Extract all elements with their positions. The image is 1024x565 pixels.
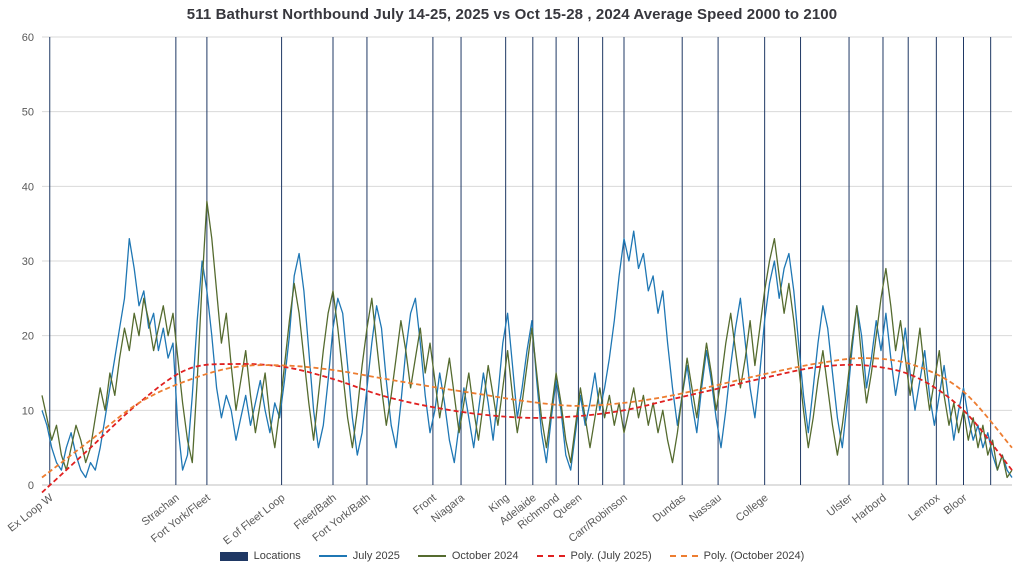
legend-label: October 2024: [451, 550, 519, 562]
y-tick-label-50: 50: [22, 107, 34, 119]
x-label-bloor: Bloor: [942, 492, 970, 517]
legend-label: Poly. (October 2024): [703, 550, 805, 562]
legend-item-july-2025: July 2025: [318, 550, 400, 562]
y-tick-label-10: 10: [22, 405, 34, 417]
y-tick-labels: 0 10 20 30 40 50 60: [22, 32, 34, 492]
y-tick-label-0: 0: [28, 480, 34, 492]
chart-legend: Locations July 2025 October 2024 Poly. (Jul…: [0, 550, 1024, 562]
legend-swatch-dash: [536, 555, 565, 557]
chart-title: 511 Bathurst Northbound July 14-25, 2025…: [186, 6, 838, 23]
legend-swatch-line: [417, 555, 446, 557]
legend-label: Locations: [253, 550, 301, 562]
x-label-harbord: Harbord: [850, 492, 889, 526]
legend-swatch-box: [219, 551, 248, 561]
x-label-college: College: [734, 492, 771, 524]
x-label-nassau: Nassau: [687, 492, 724, 524]
trendline-poly-july-2025-: [41, 363, 1013, 494]
legend-item-october-2024: October 2024: [417, 550, 519, 562]
trendline-poly-october-2024-: [41, 357, 1013, 479]
y-gridlines: [42, 36, 1012, 486]
location-lines: [49, 37, 992, 485]
legend-item-poly-october-2024: Poly. (October 2024): [669, 550, 805, 562]
x-label-lennox: Lennox: [906, 492, 942, 524]
y-tick-label-60: 60: [22, 32, 34, 44]
x-label-ex-loop-w: Ex Loop W: [6, 492, 56, 535]
y-tick-label-20: 20: [22, 331, 34, 343]
legend-item-locations: Locations: [219, 550, 301, 562]
series-july-2025: [41, 230, 1013, 479]
legend-label: July 2025: [352, 550, 400, 562]
x-label-e-of-fleet-loop: E of Fleet Loop: [221, 492, 287, 547]
legend-swatch-dash: [669, 555, 698, 557]
x-label-dundas: Dundas: [651, 492, 689, 525]
legend-swatch-line: [318, 555, 347, 557]
y-tick-label-30: 30: [22, 256, 34, 268]
series-october-2024: [41, 200, 1013, 479]
legend-item-poly-july-2025: Poly. (July 2025): [536, 550, 652, 562]
y-tick-label-40: 40: [22, 181, 34, 193]
legend-label: Poly. (July 2025): [570, 550, 652, 562]
